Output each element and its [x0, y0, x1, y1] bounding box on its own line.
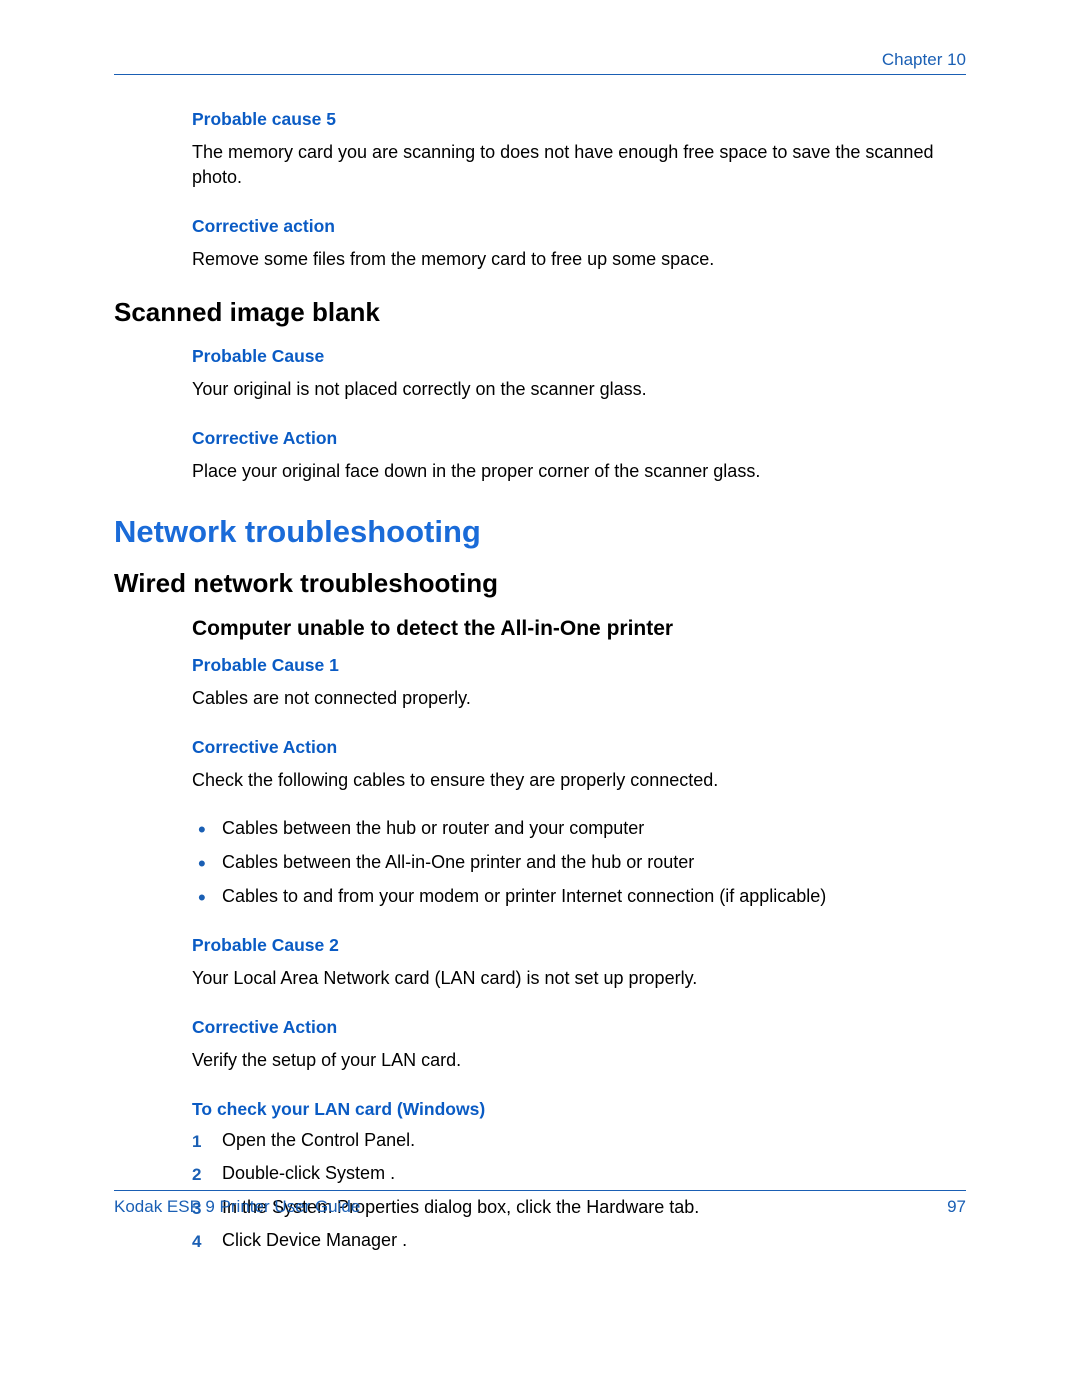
probable-cause-5-text: The memory card you are scanning to does…	[192, 140, 966, 190]
wired-network-heading: Wired network troubleshooting	[114, 568, 966, 599]
cable-bullet-list: Cables between the hub or router and you…	[192, 811, 966, 914]
u-corrective-action-1-heading: Corrective Action	[192, 737, 966, 758]
probable-cause-5-heading: Probable cause 5	[192, 109, 966, 130]
u-corrective-action-2-text: Verify the setup of your LAN card.	[192, 1048, 966, 1073]
sb-probable-cause-heading: Probable Cause	[192, 346, 966, 367]
corrective-action-5-text: Remove some files from the memory card t…	[192, 247, 966, 272]
page-content: Chapter 10 Probable cause 5 The memory c…	[114, 50, 966, 1279]
u-probable-cause-1-text: Cables are not connected properly.	[192, 686, 966, 711]
list-item: Cables between the hub or router and you…	[192, 811, 966, 845]
sb-corrective-action-heading: Corrective Action	[192, 428, 966, 449]
u-corrective-action-1-text: Check the following cables to ensure the…	[192, 768, 966, 793]
u-probable-cause-1-heading: Probable Cause 1	[192, 655, 966, 676]
step-item: Double-click System .	[192, 1157, 966, 1190]
corrective-action-5-heading: Corrective action	[192, 216, 966, 237]
u-probable-cause-2-heading: Probable Cause 2	[192, 935, 966, 956]
footer-guide-title: Kodak ESP 9 Printer User Guide	[114, 1197, 360, 1217]
unable-detect-heading: Computer unable to detect the All-in-One…	[192, 617, 966, 641]
u-probable-cause-2-text: Your Local Area Network card (LAN card) …	[192, 966, 966, 991]
ui-term: Device Manager	[266, 1230, 397, 1250]
step-text: Double-click	[222, 1163, 325, 1183]
sb-corrective-action-text: Place your original face down in the pro…	[192, 459, 966, 484]
chapter-link[interactable]: Chapter 10	[114, 50, 966, 70]
list-item: Cables to and from your modem or printer…	[192, 879, 966, 913]
step-text: .	[385, 1163, 395, 1183]
u-corrective-action-2-heading: Corrective Action	[192, 1017, 966, 1038]
step-item: Click Device Manager .	[192, 1224, 966, 1257]
step-text: Click	[222, 1230, 266, 1250]
step-item: Open the Control Panel.	[192, 1124, 966, 1157]
ui-term: System	[325, 1163, 385, 1183]
page-footer: Kodak ESP 9 Printer User Guide 97	[114, 1190, 966, 1217]
scanned-image-blank-heading: Scanned image blank	[114, 297, 966, 328]
body-content: Probable cause 5 The memory card you are…	[114, 109, 966, 1257]
network-troubleshooting-heading: Network troubleshooting	[114, 514, 966, 550]
step-text: .	[397, 1230, 407, 1250]
sb-probable-cause-text: Your original is not placed correctly on…	[192, 377, 966, 402]
footer-page-number: 97	[947, 1197, 966, 1217]
lan-check-heading: To check your LAN card (Windows)	[192, 1099, 966, 1120]
page-header: Chapter 10	[114, 50, 966, 75]
list-item: Cables between the All-in-One printer an…	[192, 845, 966, 879]
step-text: Open the Control Panel.	[222, 1130, 415, 1150]
